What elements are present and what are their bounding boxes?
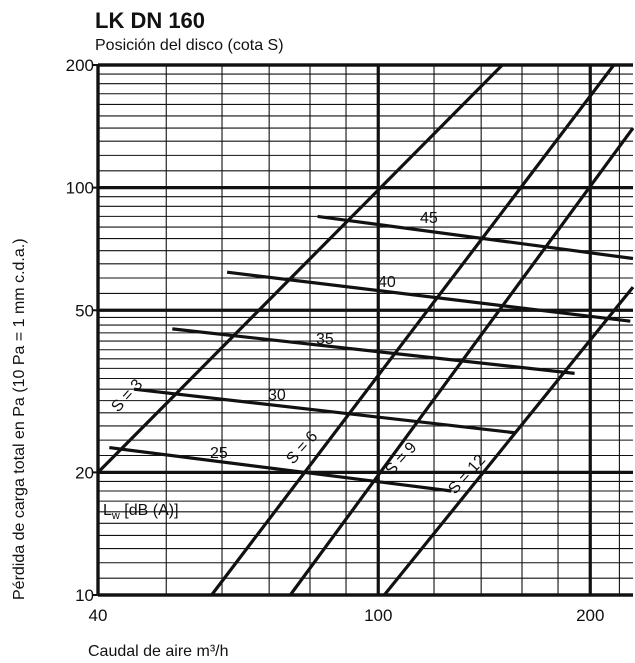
label-lw45: 45 bbox=[420, 210, 438, 227]
label-s3: S = 3 bbox=[108, 376, 146, 416]
sound-line-25 bbox=[109, 446, 452, 493]
label-lw30: 30 bbox=[268, 387, 286, 404]
chart-title: LK DN 160 bbox=[95, 8, 205, 33]
x-axis-label: Caudal de aire m³/h bbox=[88, 643, 229, 660]
series-line-s6 bbox=[210, 64, 616, 596]
label-lw25: 25 bbox=[210, 445, 228, 462]
sound-lines bbox=[109, 214, 634, 493]
y-tick-label: 20 bbox=[75, 463, 94, 482]
series-line-s3 bbox=[96, 63, 504, 474]
y-axis-label: Pérdida de carga total en Pa (10 Pa = 1 … bbox=[11, 238, 28, 600]
chart-subtitle: Posición del disco (cota S) bbox=[95, 37, 284, 54]
series-line-s12 bbox=[383, 286, 635, 597]
sound-line-40 bbox=[226, 270, 631, 323]
label-lw40: 40 bbox=[378, 274, 396, 291]
tick-labels: 10 20 50 100 200 40 100 200 bbox=[66, 56, 605, 625]
legend-lw: Lw [dB (A)] bbox=[103, 502, 179, 522]
sound-line-30 bbox=[133, 387, 517, 435]
sound-line-35 bbox=[172, 327, 575, 375]
sound-line-45 bbox=[317, 214, 634, 261]
label-s6: S = 6 bbox=[283, 428, 321, 468]
x-tick-label: 40 bbox=[89, 606, 108, 625]
y-tick-label: 200 bbox=[66, 56, 94, 75]
x-tick-label: 100 bbox=[364, 606, 392, 625]
y-tick-label: 10 bbox=[75, 586, 94, 605]
x-tick-label: 200 bbox=[576, 606, 604, 625]
label-lw35: 35 bbox=[316, 331, 334, 348]
y-tick-label: 50 bbox=[75, 301, 94, 320]
y-tick-label: 100 bbox=[66, 179, 94, 198]
